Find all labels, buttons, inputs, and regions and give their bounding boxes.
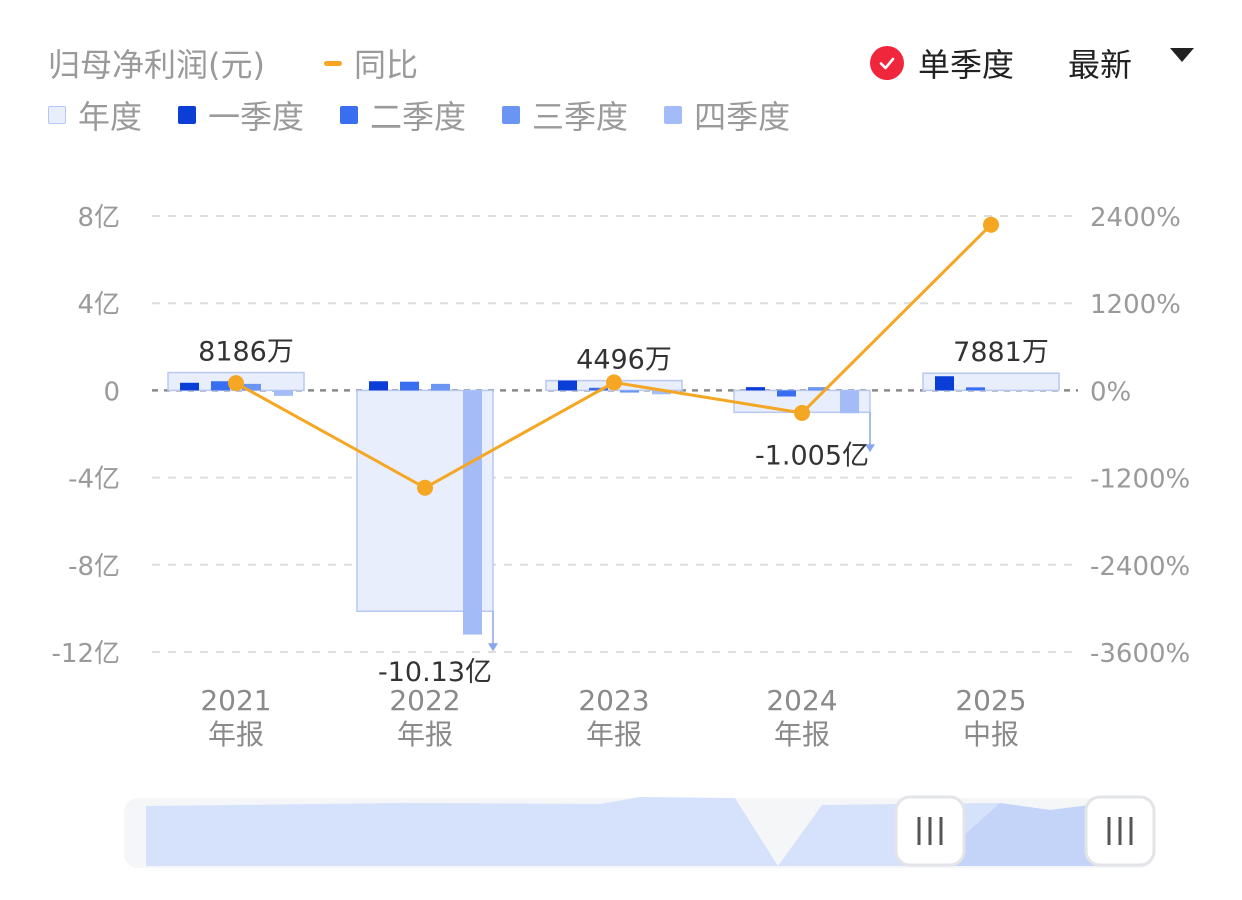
quarter-bar: [840, 390, 859, 414]
annual-value-label: -10.13亿: [378, 657, 492, 688]
annual-value-label: 4496万: [576, 345, 672, 376]
yoy-point: [606, 374, 622, 391]
quarter-bar: [746, 387, 765, 391]
right-axis-tick-label: 0%: [1090, 377, 1131, 407]
x-tick-label: 2024: [766, 684, 837, 717]
q2-swatch-icon: [340, 106, 359, 124]
left-axis-tick-label: 0: [103, 377, 120, 407]
legend-item-q1[interactable]: 一季度: [178, 92, 304, 138]
left-axis-tick-label: -12亿: [52, 639, 120, 669]
left-axis-tick-label: -4亿: [68, 465, 120, 495]
chart-title: 归母净利润(元): [48, 46, 265, 84]
q4-swatch-icon: [664, 106, 683, 124]
annual-pointer-arrow: [865, 444, 875, 453]
annual-value-label: 8186万: [198, 337, 294, 368]
x-tick-label: 2022: [389, 684, 460, 717]
legend-label-q3: 三季度: [532, 98, 629, 136]
range-slider[interactable]: [124, 795, 1156, 868]
legend-label-annual: 年度: [78, 98, 143, 136]
legend-item-q2[interactable]: 二季度: [340, 92, 466, 138]
single-quarter-toggle[interactable]: 单季度: [870, 40, 1014, 86]
quarter-bar: [211, 381, 230, 391]
yoy-point: [794, 404, 810, 421]
left-axis-tick-label: -8亿: [68, 552, 120, 582]
check-icon: [870, 46, 904, 80]
annual-value-label: -1.005亿: [755, 440, 869, 471]
right-axis-tick-label: -1200%: [1090, 465, 1190, 495]
x-tick-label: 2025: [955, 684, 1026, 717]
chart-header: 归母净利润(元) 同比 单季度 最新: [48, 36, 1202, 86]
legend-label-q1: 一季度: [208, 98, 305, 136]
q3-swatch-icon: [502, 106, 521, 124]
latest-dropdown[interactable]: 最新: [1068, 46, 1133, 84]
legend-item-q3[interactable]: 三季度: [502, 92, 628, 138]
legend-label-q2: 二季度: [370, 98, 467, 136]
yoy-point: [417, 479, 433, 496]
right-axis-tick-label: 1200%: [1090, 290, 1181, 320]
caret-down-icon[interactable]: [1170, 48, 1194, 62]
right-axis-tick-label: 2400%: [1090, 203, 1181, 233]
annual-swatch-icon: [48, 106, 66, 124]
x-tick-sublabel: 年报: [774, 718, 830, 751]
yoy-legend-label: 同比: [354, 46, 419, 84]
left-axis-tick-label: 8亿: [77, 203, 120, 233]
yoy-dash-icon: [324, 60, 342, 66]
quarter-bar: [589, 387, 608, 391]
yoy-legend: 同比: [324, 40, 418, 86]
yoy-point: [983, 216, 999, 233]
single-quarter-label: 单季度: [918, 46, 1015, 84]
legend-label-q4: 四季度: [694, 98, 791, 136]
quarter-bar: [242, 383, 261, 391]
quarter-bar: [808, 387, 827, 391]
x-tick-label: 2021: [200, 684, 271, 717]
quarter-bar: [463, 390, 482, 635]
quarter-bar: [369, 381, 388, 391]
q1-swatch-icon: [178, 106, 197, 124]
quarter-bar: [777, 390, 796, 397]
range-slider-overview-area: [146, 797, 1130, 866]
right-axis-tick-label: -2400%: [1090, 552, 1190, 582]
quarter-bar: [652, 390, 671, 395]
quarter-bar: [180, 382, 199, 391]
yoy-point: [228, 375, 244, 392]
quarter-bar: [558, 380, 577, 391]
x-tick-sublabel: 中报: [963, 718, 1019, 751]
annual-pointer-arrow: [488, 643, 498, 652]
x-tick-sublabel: 年报: [208, 718, 264, 751]
quarter-bar: [620, 390, 639, 393]
annual-bar: [922, 372, 1060, 392]
quarter-bar: [935, 376, 954, 391]
legend-item-q4[interactable]: 四季度: [664, 92, 790, 138]
quarter-bar: [966, 387, 985, 391]
range-slider-left-handle[interactable]: [894, 795, 966, 867]
annual-value-label: 7881万: [953, 337, 1049, 368]
legend-item-annual[interactable]: 年度: [48, 92, 142, 138]
quarter-bar: [400, 381, 419, 391]
range-slider-right-handle[interactable]: [1084, 795, 1156, 867]
range-slider-selected-area: [930, 803, 1118, 866]
x-tick-label: 2023: [578, 684, 649, 717]
left-axis-tick-label: 4亿: [77, 290, 120, 320]
quarter-bar: [431, 383, 450, 391]
x-tick-sublabel: 年报: [397, 718, 453, 751]
x-tick-sublabel: 年报: [586, 718, 642, 751]
quarter-bar: [274, 390, 293, 396]
series-legend: 年度 一季度 二季度 三季度 四季度: [48, 92, 790, 138]
right-axis-tick-label: -3600%: [1090, 639, 1190, 669]
